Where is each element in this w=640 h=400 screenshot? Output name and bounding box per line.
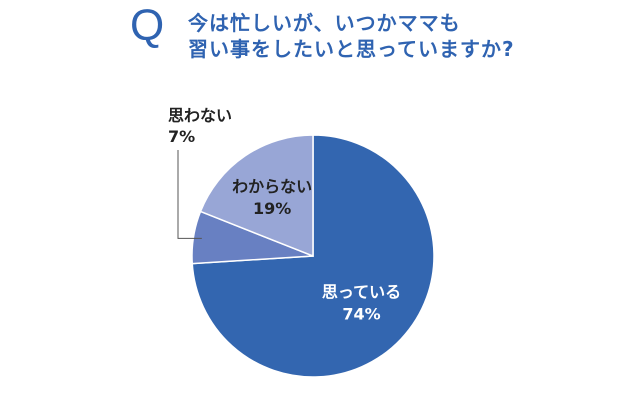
slice-3-label: わからない: [232, 177, 312, 196]
pie-labels: 思っている 74% 思わない 7% わからない 19%: [168, 106, 401, 324]
question-title: 今は忙しいが、いつかママも 習い事をしたいと思っていますか?: [188, 10, 515, 62]
question-mark: Q: [130, 1, 165, 50]
slice-3: [199, 134, 314, 258]
slice-3-value: 19%: [253, 199, 291, 218]
question-line-2: 習い事をしたいと思っていますか?: [188, 37, 515, 61]
slice-1-value: 74%: [342, 305, 380, 324]
slice-1-label: 思っている: [322, 283, 401, 302]
slice-2-leader-line: [177, 150, 202, 239]
question-line-1: 今は忙しいが、いつかママも: [188, 11, 461, 35]
slice-2-label: 思わない: [168, 106, 232, 125]
pie-slices: [191, 134, 435, 378]
slice-2-value: 7%: [168, 127, 195, 146]
